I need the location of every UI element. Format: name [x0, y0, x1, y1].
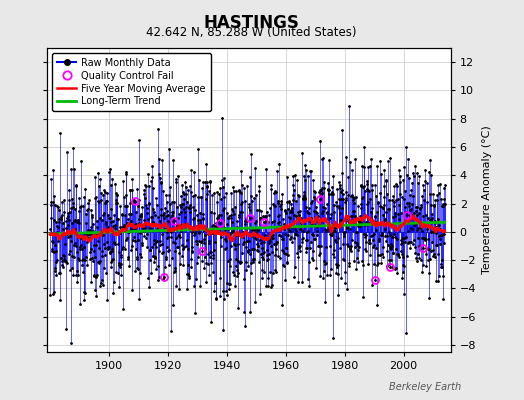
Y-axis label: Temperature Anomaly (°C): Temperature Anomaly (°C): [482, 126, 492, 274]
Legend: Raw Monthly Data, Quality Control Fail, Five Year Moving Average, Long-Term Tren: Raw Monthly Data, Quality Control Fail, …: [52, 53, 211, 111]
Text: 42.642 N, 85.288 W (United States): 42.642 N, 85.288 W (United States): [146, 26, 357, 39]
Text: Berkeley Earth: Berkeley Earth: [389, 382, 461, 392]
Text: HASTINGS: HASTINGS: [204, 14, 299, 32]
